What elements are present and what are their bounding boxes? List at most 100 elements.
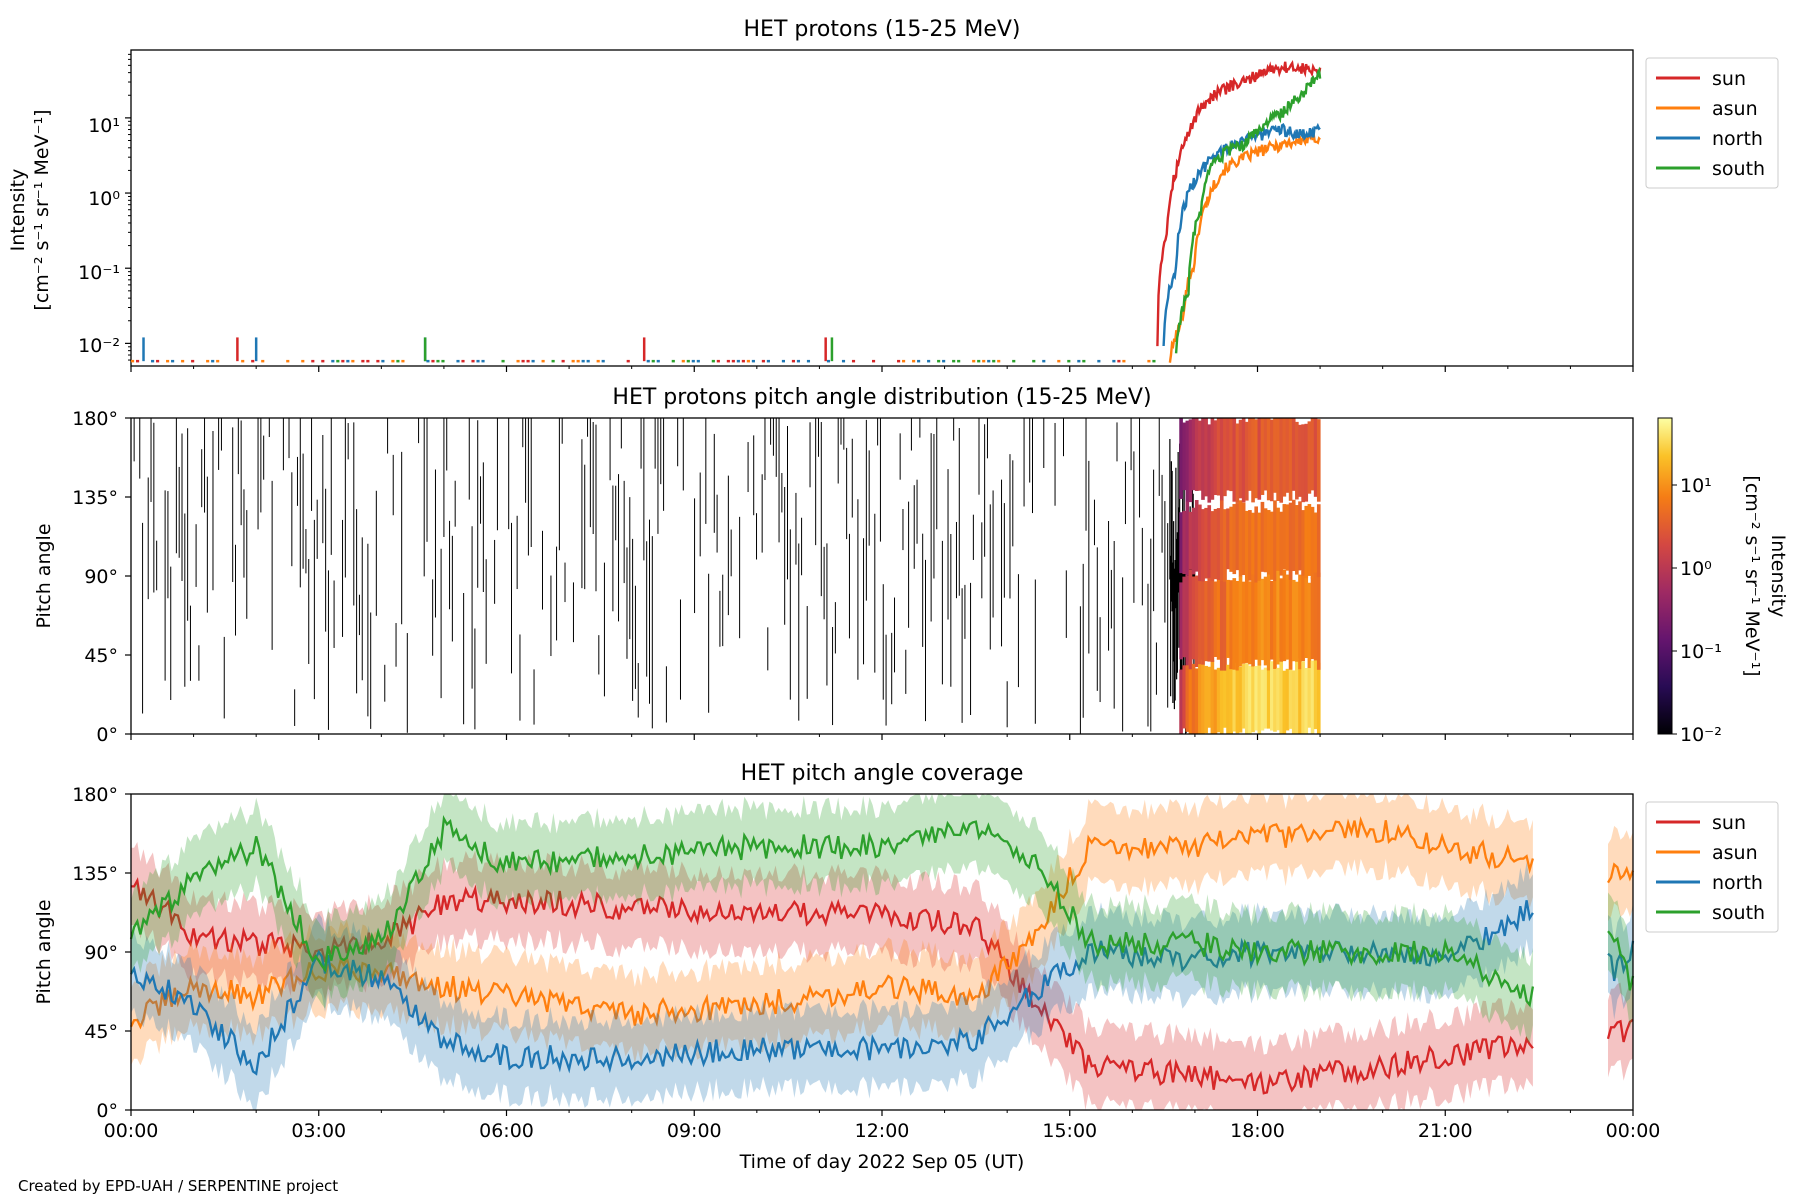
pad-cell-asun	[1179, 418, 1183, 499]
x-tick-label: 21:00	[1418, 1120, 1473, 1142]
pad-cell-north	[1279, 578, 1284, 662]
series-line-south	[1174, 66, 1322, 354]
series-line-sun	[1156, 60, 1322, 347]
x-tick-label: 03:00	[291, 1120, 346, 1142]
x-tick-label: 15:00	[1042, 1120, 1097, 1142]
pad-cell-sun	[1298, 658, 1302, 734]
pad-cell-north	[1238, 575, 1243, 667]
pad-cell-south	[1216, 508, 1221, 580]
pad-cell-sun	[1229, 662, 1233, 734]
coverage-band-north	[1608, 902, 1633, 1020]
pad-cell-north	[1182, 576, 1187, 658]
pad-cell-north	[1291, 579, 1296, 662]
pad-cell-north	[1232, 578, 1237, 670]
pad-cell-asun	[1270, 419, 1274, 502]
panel3-title: HET pitch angle coverage	[741, 761, 1024, 786]
pad-cell-south	[1210, 511, 1215, 581]
pad-cell-asun	[1182, 422, 1187, 491]
pad-cell-sun	[1188, 661, 1193, 734]
pad-cell-north	[1282, 569, 1287, 662]
pad-cell-asun	[1251, 418, 1255, 503]
pad-cell-asun	[1204, 418, 1208, 497]
panel1-ytick-label: 10⁻¹	[78, 262, 120, 284]
pad-cell-north	[1248, 581, 1252, 665]
coverage-line-asun	[129, 816, 1535, 1030]
pad-cell-north	[1216, 578, 1221, 660]
panel1-title: HET protons (15-25 MeV)	[744, 17, 1021, 42]
pad-cell-asun	[1198, 420, 1202, 491]
x-ticks: 00:00 03:00 06:00 09:00 12:00 15:00 18:00 21:00…	[104, 366, 1660, 1142]
legend-label-south: south	[1712, 158, 1765, 180]
pad-cell-asun	[1223, 418, 1227, 497]
panel2-title: HET protons pitch angle distribution (15…	[612, 385, 1151, 410]
pad-cell-asun	[1254, 419, 1258, 499]
series-line-asun	[1168, 131, 1321, 363]
panel1-plot-area	[125, 53, 1322, 363]
pad-cell-north	[1223, 569, 1227, 671]
pad-cell-asun	[1185, 420, 1190, 502]
pad-cell-south	[1313, 512, 1318, 573]
pad-cell-sun	[1232, 659, 1237, 732]
pad-cell-north	[1219, 580, 1224, 671]
pad-cell-asun	[1298, 424, 1302, 497]
panel2-ytick-labels: 0° 45° 90° 135° 180°	[72, 408, 118, 746]
colorbar-tick-label: 10⁻²	[1680, 724, 1722, 746]
pad-cell-sun	[1273, 666, 1277, 732]
panel3-ytick-label: 45°	[84, 1021, 118, 1043]
pad-cell-south	[1316, 504, 1321, 578]
pad-cell-asun	[1260, 418, 1265, 495]
pad-cell-north	[1191, 576, 1196, 660]
coverage-line-south	[1607, 930, 1635, 991]
pad-cell-south	[1229, 506, 1233, 572]
pad-cell-sun	[1216, 667, 1221, 733]
pad-cell-asun	[1238, 419, 1243, 499]
panel3-ylabel: Pitch angle	[33, 899, 55, 1004]
pad-cell-south	[1188, 511, 1193, 570]
pad-cell-sun	[1304, 667, 1309, 734]
pad-cell-asun	[1285, 418, 1290, 493]
pad-cell-sun	[1226, 664, 1230, 734]
x-tick-label: 18:00	[1230, 1120, 1285, 1142]
pad-cell-north	[1201, 569, 1205, 665]
pad-cell-north	[1179, 582, 1183, 660]
coverage-line-south	[129, 814, 1535, 1008]
panel1-axes-frame	[130, 49, 1634, 367]
pad-cell-south	[1201, 509, 1205, 582]
pad-cell-north	[1213, 581, 1218, 657]
panel2-plot-area	[125, 417, 1321, 735]
pad-cell-asun	[1210, 418, 1215, 500]
pad-cell-sun	[1241, 664, 1246, 729]
pad-cell-north	[1204, 581, 1208, 662]
pad-cell-asun	[1216, 418, 1221, 496]
pad-cell-south	[1276, 507, 1280, 571]
pad-cell-sun	[1316, 662, 1321, 734]
pad-cell-south	[1266, 510, 1271, 575]
pad-cell-sun	[1257, 661, 1262, 734]
pad-cell-asun	[1229, 418, 1233, 492]
pad-cell-asun	[1291, 418, 1296, 491]
pad-cell-north	[1198, 577, 1202, 665]
pad-cell-asun	[1248, 418, 1252, 491]
pad-cell-south	[1194, 500, 1199, 572]
legend-label-south: south	[1712, 902, 1765, 924]
pad-cell-sun	[1282, 670, 1287, 734]
pad-cell-north	[1295, 581, 1299, 662]
pad-cell-north	[1185, 575, 1190, 666]
panel3-legend: sun asun north south	[1645, 801, 1779, 933]
pad-cell-asun	[1307, 421, 1312, 494]
pad-cell-south	[1310, 506, 1315, 579]
pad-cell-north	[1207, 575, 1212, 662]
pad-cell-south	[1257, 512, 1262, 581]
panel3-plot-area	[125, 793, 1635, 1111]
pad-cell-north	[1285, 574, 1290, 660]
panel1-ylabel-line1: Intensity	[7, 169, 29, 252]
pad-cell-asun	[1226, 418, 1230, 491]
pad-cell-north	[1229, 580, 1233, 670]
panel1-ylabel-line2: [cm⁻² s⁻¹ sr⁻¹ MeV⁻¹]	[31, 109, 53, 310]
pad-cell-north	[1307, 582, 1312, 669]
pad-cell-south	[1235, 503, 1240, 571]
pad-cell-south	[1307, 504, 1312, 576]
pad-cell-north	[1298, 574, 1302, 670]
legend-label-asun: asun	[1712, 98, 1758, 120]
pad-cell-south	[1273, 500, 1277, 581]
